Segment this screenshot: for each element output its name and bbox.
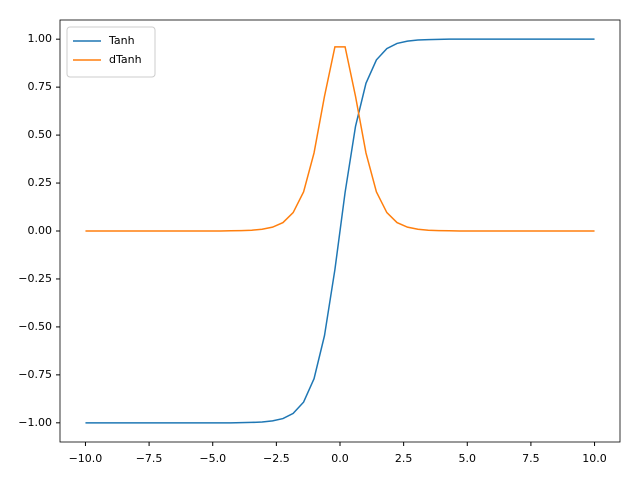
x-tick-label: −7.5 xyxy=(136,452,163,465)
y-tick-label: 0.25 xyxy=(28,176,53,189)
legend: Tanh dTanh xyxy=(66,26,156,78)
y-tick-label: −0.50 xyxy=(18,320,52,333)
legend-label: dTanh xyxy=(109,53,142,66)
y-tick-label: −1.00 xyxy=(18,416,52,429)
line-series xyxy=(85,46,595,232)
y-tick-label: 0.50 xyxy=(28,128,53,141)
axes-frame xyxy=(59,19,621,443)
x-tick-label: −5.0 xyxy=(199,452,226,465)
y-tick-label: −0.75 xyxy=(18,368,52,381)
x-tick-label: −10.0 xyxy=(69,452,103,465)
legend-label: Tanh xyxy=(108,34,135,47)
x-tick-label: −2.5 xyxy=(263,452,290,465)
y-tick-label: 0.00 xyxy=(28,224,53,237)
x-tick-label: 2.5 xyxy=(395,452,413,465)
x-tick-label: 0.0 xyxy=(331,452,349,465)
line-series xyxy=(85,38,595,424)
y-tick-label: 1.00 xyxy=(28,32,53,45)
legend-box xyxy=(66,26,156,78)
x-tick-label: 10.0 xyxy=(582,452,607,465)
x-tick-label: 7.5 xyxy=(522,452,540,465)
y-tick-label: −0.25 xyxy=(18,272,52,285)
y-tick-label: 0.75 xyxy=(28,80,53,93)
x-tick-label: 5.0 xyxy=(459,452,477,465)
